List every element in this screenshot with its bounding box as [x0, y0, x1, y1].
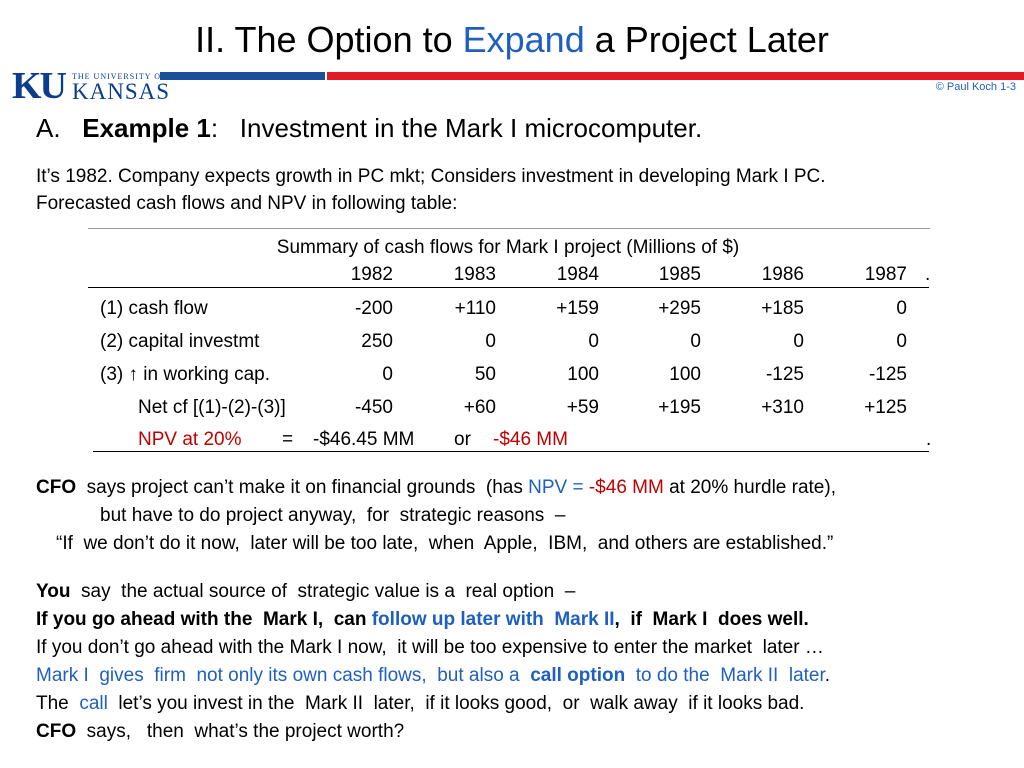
- copyright: © Paul Koch 1-3: [935, 81, 1016, 93]
- logo-ku: KU: [12, 65, 67, 107]
- row-label: (2) capital investmt: [100, 331, 260, 352]
- table-row: (3) ↑ in working cap. 0 50 100 100 -125 …: [88, 362, 933, 388]
- title-highlight: Expand: [462, 19, 585, 60]
- header-dot: .: [925, 264, 931, 285]
- cfo-paragraph: CFO says project can’t make it on financ…: [36, 474, 836, 558]
- real-option-paragraph: You say the actual source of strategic v…: [36, 578, 830, 746]
- year-header: 1986: [761, 264, 804, 285]
- table-cell: 0: [793, 331, 804, 352]
- header-bar-red: [327, 72, 1024, 80]
- table-cell: +185: [761, 298, 804, 319]
- logo-small-text: THE UNIVERSITY OF: [72, 72, 167, 81]
- example-label: Example 1: [82, 113, 211, 143]
- table-cell: 0: [382, 364, 393, 385]
- slide-title: II. The Option to Expand a Project Later: [195, 19, 829, 60]
- table-cell: 100: [567, 364, 599, 385]
- npv-row: NPV at 20% = -$46.45 MM or -$46 MM .: [88, 427, 933, 453]
- npv-value: -$46.45 MM: [313, 429, 415, 450]
- table-cell: +110: [454, 298, 496, 319]
- intro-line-2: Forecasted cash flows and NPV in followi…: [36, 193, 458, 214]
- cfo-quote: “If we don’t do it now, later will be to…: [56, 533, 834, 554]
- table-row: (2) capital investmt 250 0 0 0 0 0: [88, 329, 933, 355]
- if-line: If you go ahead with the Mark I, can fol…: [36, 609, 809, 630]
- year-header: 1983: [453, 264, 496, 285]
- table-cell: +125: [864, 397, 907, 418]
- npv-label: NPV at 20%: [138, 429, 242, 450]
- table-cell: -125: [868, 364, 907, 385]
- table-row: (1) cash flow -200 +110 +159 +295 +185 0: [88, 296, 933, 322]
- table-cell: 100: [669, 364, 701, 385]
- table-cell: 0: [896, 298, 907, 319]
- ku-logo: KU THE UNIVERSITY OF KANSAS: [12, 65, 169, 108]
- table-top-rule: [88, 228, 930, 229]
- year-header: 1985: [658, 264, 701, 285]
- table-cell: +59: [566, 397, 599, 418]
- table-header-row: 1982 1983 1984 1985 1986 1987 .: [88, 262, 933, 288]
- table-cell: 0: [690, 331, 701, 352]
- row-label: (3) ↑ in working cap.: [100, 364, 271, 385]
- year-header: 1984: [556, 264, 599, 285]
- year-header: 1982: [350, 264, 393, 285]
- table-cell: +310: [761, 397, 804, 418]
- npv-rounded: -$46 MM: [493, 429, 568, 450]
- cfo-question-line: CFO says, then what’s the project worth?: [36, 721, 405, 742]
- table-cell: -450: [354, 397, 393, 418]
- cfo-line-2: but have to do project anyway, for strat…: [100, 505, 566, 526]
- table-cell: 0: [588, 331, 599, 352]
- table-cell: 50: [474, 364, 496, 385]
- table-cell: 0: [896, 331, 907, 352]
- section-heading: A. Example 1: Investment in the Mark I m…: [36, 113, 703, 143]
- table-cell: 250: [361, 331, 393, 352]
- table-cell: -200: [354, 298, 393, 319]
- table-cell: +195: [658, 397, 701, 418]
- npv-or: or: [454, 429, 471, 450]
- row-label: (1) cash flow: [100, 298, 208, 319]
- table-cell: 0: [485, 331, 496, 352]
- table-row: Net cf [(1)-(2)-(3)] -450 +60 +59 +195 +…: [88, 395, 933, 421]
- you-line: You say the actual source of strategic v…: [36, 581, 576, 602]
- row-label: Net cf [(1)-(2)-(3)]: [138, 397, 286, 418]
- year-header: 1987: [864, 264, 907, 285]
- table-cell: -125: [765, 364, 804, 385]
- npv-underline: [93, 451, 929, 452]
- mark-line: Mark I gives firm not only its own cash …: [36, 665, 831, 686]
- table-caption: Summary of cash flows for Mark I project…: [276, 237, 740, 258]
- npv-dot: .: [926, 429, 932, 450]
- the-call-line: The call let’s you invest in the Mark II…: [36, 693, 805, 714]
- table-cell: +159: [556, 298, 599, 319]
- logo-kansas: KANSAS: [72, 79, 171, 104]
- dont-line: If you don’t go ahead with the Mark I no…: [36, 637, 824, 658]
- header-bar-blue: [160, 72, 325, 80]
- intro-line-1: It’s 1982. Company expects growth in PC …: [36, 166, 826, 187]
- table-cell: +60: [463, 397, 496, 418]
- npv-equals: =: [282, 429, 294, 450]
- up-arrow-icon: ↑: [128, 364, 139, 385]
- header-underline: [88, 287, 929, 288]
- table-cell: +295: [658, 298, 701, 319]
- cfo-line-1: CFO says project can’t make it on financ…: [36, 477, 836, 498]
